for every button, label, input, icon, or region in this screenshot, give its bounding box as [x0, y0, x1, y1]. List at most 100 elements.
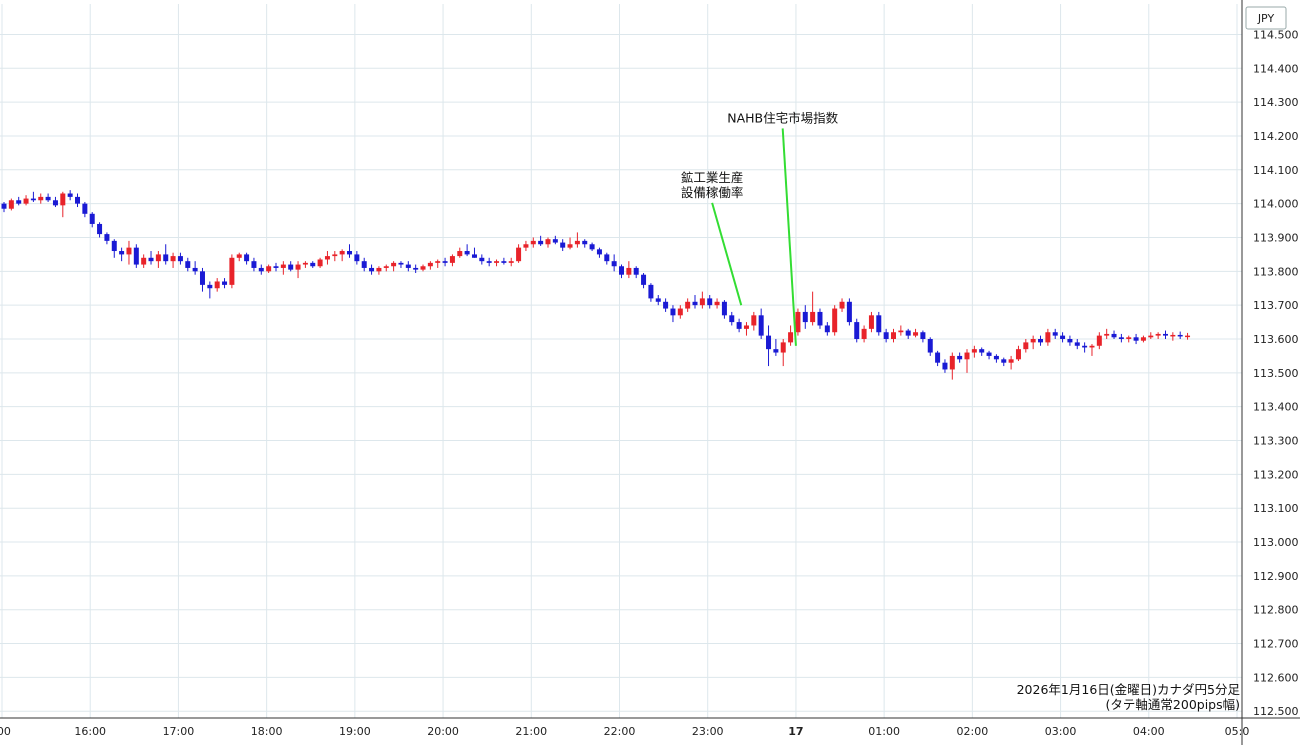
candle-body [986, 352, 992, 356]
candle-body [1111, 333, 1117, 338]
candle-body [486, 261, 492, 263]
candle-body [141, 257, 147, 265]
annotation-leader-line [711, 202, 743, 306]
candle-body [574, 240, 580, 245]
candle-body [729, 315, 735, 323]
candle-body [295, 264, 301, 270]
candle-body [942, 362, 948, 370]
candle-body [810, 311, 816, 323]
candle-body [743, 325, 749, 329]
candle-body [494, 261, 500, 263]
x-tick-label: 18:00 [251, 725, 283, 738]
annotation-label: 設備稼働率 [681, 185, 744, 200]
candle-body [824, 325, 830, 333]
candle-body [38, 196, 44, 201]
candle-body [1015, 349, 1021, 360]
y-tick-label: 113.700 [1253, 299, 1299, 312]
candle-body [332, 254, 338, 257]
candle-body [861, 328, 867, 340]
candle-body [170, 256, 176, 262]
candle-body [795, 311, 801, 333]
candle-body [935, 352, 941, 363]
candle-body [449, 256, 455, 263]
candle-body [560, 242, 566, 248]
candle-body [1177, 334, 1183, 337]
candle-body [501, 261, 507, 263]
candle-body [163, 254, 169, 262]
y-tick-label: 113.300 [1253, 435, 1299, 448]
candle-body [692, 301, 698, 306]
currency-box [1245, 6, 1287, 30]
candle-body [714, 301, 720, 306]
candle-body [1082, 345, 1088, 348]
candle-body [273, 266, 279, 268]
candle-body [435, 261, 441, 263]
candle-body [641, 274, 647, 285]
candle-body [133, 247, 139, 265]
candle-body [898, 330, 904, 333]
candle-body [376, 267, 382, 272]
candle-body [655, 298, 661, 302]
candle-body [589, 244, 595, 250]
candle-body [868, 315, 874, 329]
candle-body [192, 267, 198, 272]
candle-body [354, 254, 360, 262]
candle-body [1126, 337, 1132, 340]
candle-body [30, 198, 36, 201]
candle-body [854, 322, 860, 340]
candle-body [369, 267, 375, 272]
candle-body [1074, 342, 1080, 346]
candle-body [766, 335, 772, 350]
annotation-label: 鉱工業生産 [681, 170, 744, 185]
candle-body [545, 239, 551, 245]
candle-body [1067, 339, 1073, 343]
y-tick-label: 114.000 [1253, 198, 1299, 211]
candle-body [611, 261, 617, 267]
candle-body [949, 355, 955, 370]
candle-body [817, 311, 823, 326]
candle-body [1185, 335, 1191, 338]
candle-body [148, 257, 154, 262]
candle-body [177, 256, 183, 262]
annotation-label: NAHB住宅市場指数 [727, 110, 838, 125]
candle-body [199, 271, 205, 285]
candle-body [471, 254, 477, 258]
y-tick-label: 113.500 [1253, 367, 1299, 380]
candle-body [391, 262, 397, 267]
y-tick-label: 113.600 [1253, 333, 1299, 346]
candle-body [97, 223, 103, 235]
candle-body [1008, 359, 1014, 363]
candle-body [876, 315, 882, 333]
x-tick-label: 23:00 [692, 725, 724, 738]
y-tick-label: 114.500 [1253, 28, 1299, 41]
candle-body [229, 257, 235, 285]
candle-body [405, 264, 411, 268]
y-tick-label: 113.400 [1253, 401, 1299, 414]
currency-label: JPY [1257, 12, 1275, 25]
vertical-gridlines [1, 4, 1238, 718]
y-tick-label: 112.600 [1253, 671, 1299, 684]
candle-body [16, 200, 22, 204]
candle-body [516, 247, 522, 262]
candle-body [530, 240, 536, 245]
candle-body [648, 284, 654, 299]
candle-body [773, 349, 779, 353]
candle-body [1170, 334, 1176, 337]
candle-body [964, 352, 970, 360]
candle-body [699, 298, 705, 306]
candle-body [883, 332, 889, 340]
x-tick-label: 21:00 [515, 725, 547, 738]
candle-body [707, 298, 713, 306]
candle-body [1118, 337, 1124, 340]
candle-body [258, 267, 264, 272]
candle-body [1038, 339, 1044, 343]
candle-body [479, 257, 485, 262]
candle-body [670, 308, 676, 316]
x-tick-label: 19:00 [339, 725, 371, 738]
candle-body [552, 239, 558, 243]
candle-body [905, 330, 911, 336]
annotation-leader-line [781, 128, 797, 346]
candle-body [207, 284, 213, 289]
candle-body [1104, 333, 1110, 336]
